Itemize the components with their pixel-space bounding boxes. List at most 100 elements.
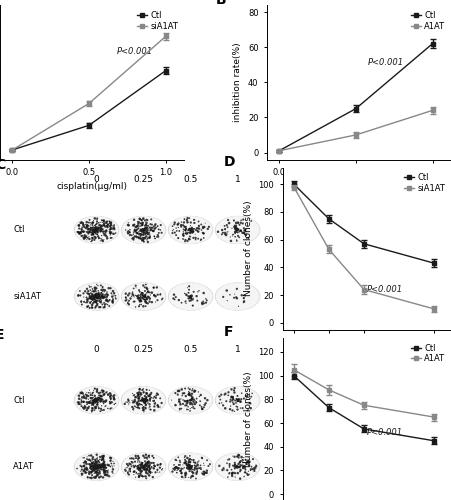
Point [184, 284, 191, 292]
Point [132, 462, 139, 470]
Point [80, 228, 87, 235]
Point [99, 454, 106, 462]
Point [220, 402, 227, 409]
Point [202, 469, 210, 477]
Point [190, 398, 198, 406]
Point [154, 468, 161, 476]
Point [153, 284, 161, 292]
Point [151, 406, 158, 414]
Point [92, 296, 99, 304]
Point [91, 465, 98, 473]
Point [184, 397, 191, 405]
Point [91, 293, 98, 301]
Point [219, 466, 226, 474]
Point [221, 225, 229, 233]
Point [138, 400, 145, 408]
Point [187, 226, 194, 234]
Point [135, 392, 142, 400]
Point [245, 470, 253, 478]
Point [234, 226, 241, 234]
Point [147, 298, 154, 306]
Point [147, 225, 154, 233]
Point [106, 226, 114, 234]
Point [218, 230, 226, 238]
Point [248, 462, 255, 470]
Point [171, 464, 179, 472]
Point [92, 221, 99, 229]
Point [246, 399, 253, 407]
Point [86, 464, 93, 472]
Point [78, 225, 85, 233]
Point [239, 458, 246, 466]
Point [189, 468, 196, 476]
Point [144, 224, 151, 232]
Point [187, 467, 194, 475]
Point [239, 462, 246, 469]
Point [101, 390, 108, 398]
Point [143, 390, 151, 398]
Point [104, 300, 111, 308]
Point [93, 297, 100, 305]
Point [184, 454, 191, 462]
Point [138, 461, 145, 469]
Point [185, 226, 192, 234]
Point [100, 286, 107, 294]
Point [187, 293, 194, 301]
Point [96, 462, 103, 470]
Point [84, 474, 92, 482]
Point [92, 292, 100, 300]
Point [98, 288, 105, 296]
Point [83, 392, 90, 400]
Point [134, 292, 141, 300]
Point [173, 224, 180, 232]
Point [156, 403, 164, 411]
Point [93, 396, 100, 404]
Point [89, 230, 97, 237]
Point [145, 452, 152, 460]
Point [107, 398, 114, 406]
Point [91, 227, 98, 235]
Point [223, 397, 230, 405]
Point [139, 464, 147, 472]
Point [100, 464, 107, 471]
Point [141, 234, 148, 241]
Point [152, 292, 159, 300]
Point [151, 396, 158, 404]
Point [157, 221, 164, 229]
Point [194, 458, 202, 466]
Point [243, 232, 250, 239]
Point [222, 224, 229, 232]
Point [187, 396, 194, 404]
Point [158, 229, 165, 237]
Point [190, 456, 197, 464]
Point [95, 225, 102, 233]
Point [137, 295, 144, 303]
Point [93, 396, 101, 404]
Point [172, 401, 179, 409]
Point [91, 294, 98, 302]
Point [81, 232, 88, 239]
Point [139, 406, 147, 414]
Text: 0: 0 [94, 345, 100, 354]
Point [187, 474, 194, 482]
Point [138, 234, 145, 242]
Point [137, 219, 144, 227]
Point [89, 230, 97, 237]
Point [91, 461, 98, 469]
Point [94, 467, 101, 475]
Point [92, 290, 100, 298]
Point [187, 226, 194, 234]
Point [194, 296, 201, 304]
Point [204, 225, 212, 233]
Point [191, 404, 198, 412]
Point [90, 396, 97, 404]
Point [102, 232, 110, 239]
Point [91, 403, 98, 411]
Point [199, 224, 207, 232]
Point [178, 218, 185, 226]
Point [199, 470, 207, 478]
Point [98, 288, 105, 296]
Point [239, 216, 247, 224]
Point [92, 298, 99, 306]
Point [177, 467, 184, 475]
